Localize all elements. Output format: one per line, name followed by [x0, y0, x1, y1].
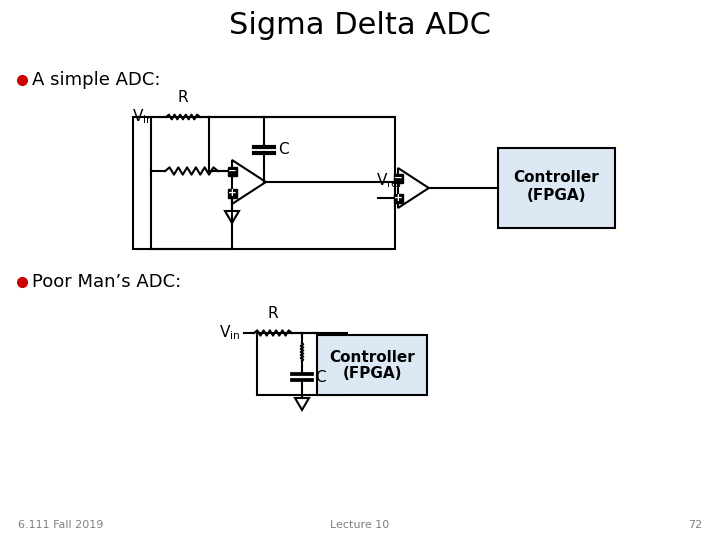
Text: 72: 72 [688, 520, 702, 530]
Text: +: + [228, 188, 236, 198]
Text: (FPGA): (FPGA) [342, 366, 402, 381]
FancyBboxPatch shape [228, 166, 236, 176]
Text: Lecture 10: Lecture 10 [330, 520, 390, 530]
Text: Poor Man’s ADC:: Poor Man’s ADC: [32, 273, 181, 291]
Text: Sigma Delta ADC: Sigma Delta ADC [229, 10, 491, 39]
Text: −: − [394, 173, 402, 183]
Text: C: C [315, 369, 325, 384]
Text: V$_{\mathsf{ref}}$: V$_{\mathsf{ref}}$ [376, 171, 403, 190]
FancyBboxPatch shape [317, 335, 427, 395]
Text: A simple ADC:: A simple ADC: [32, 71, 161, 89]
FancyBboxPatch shape [498, 148, 615, 228]
Text: V$_{\mathsf{in}}$: V$_{\mathsf{in}}$ [219, 323, 240, 342]
Text: R: R [268, 306, 279, 321]
Text: R: R [178, 90, 189, 105]
Text: C: C [278, 142, 289, 157]
Text: Controller: Controller [329, 349, 415, 364]
Text: Controller: Controller [513, 171, 599, 186]
Text: V$_{\mathsf{in}}$: V$_{\mathsf{in}}$ [132, 107, 153, 126]
FancyBboxPatch shape [394, 193, 402, 202]
Text: 6.111 Fall 2019: 6.111 Fall 2019 [18, 520, 104, 530]
Text: (FPGA): (FPGA) [527, 188, 586, 204]
Text: −: − [228, 166, 236, 176]
Text: +: + [394, 193, 402, 203]
FancyBboxPatch shape [228, 188, 236, 198]
FancyBboxPatch shape [394, 173, 402, 183]
